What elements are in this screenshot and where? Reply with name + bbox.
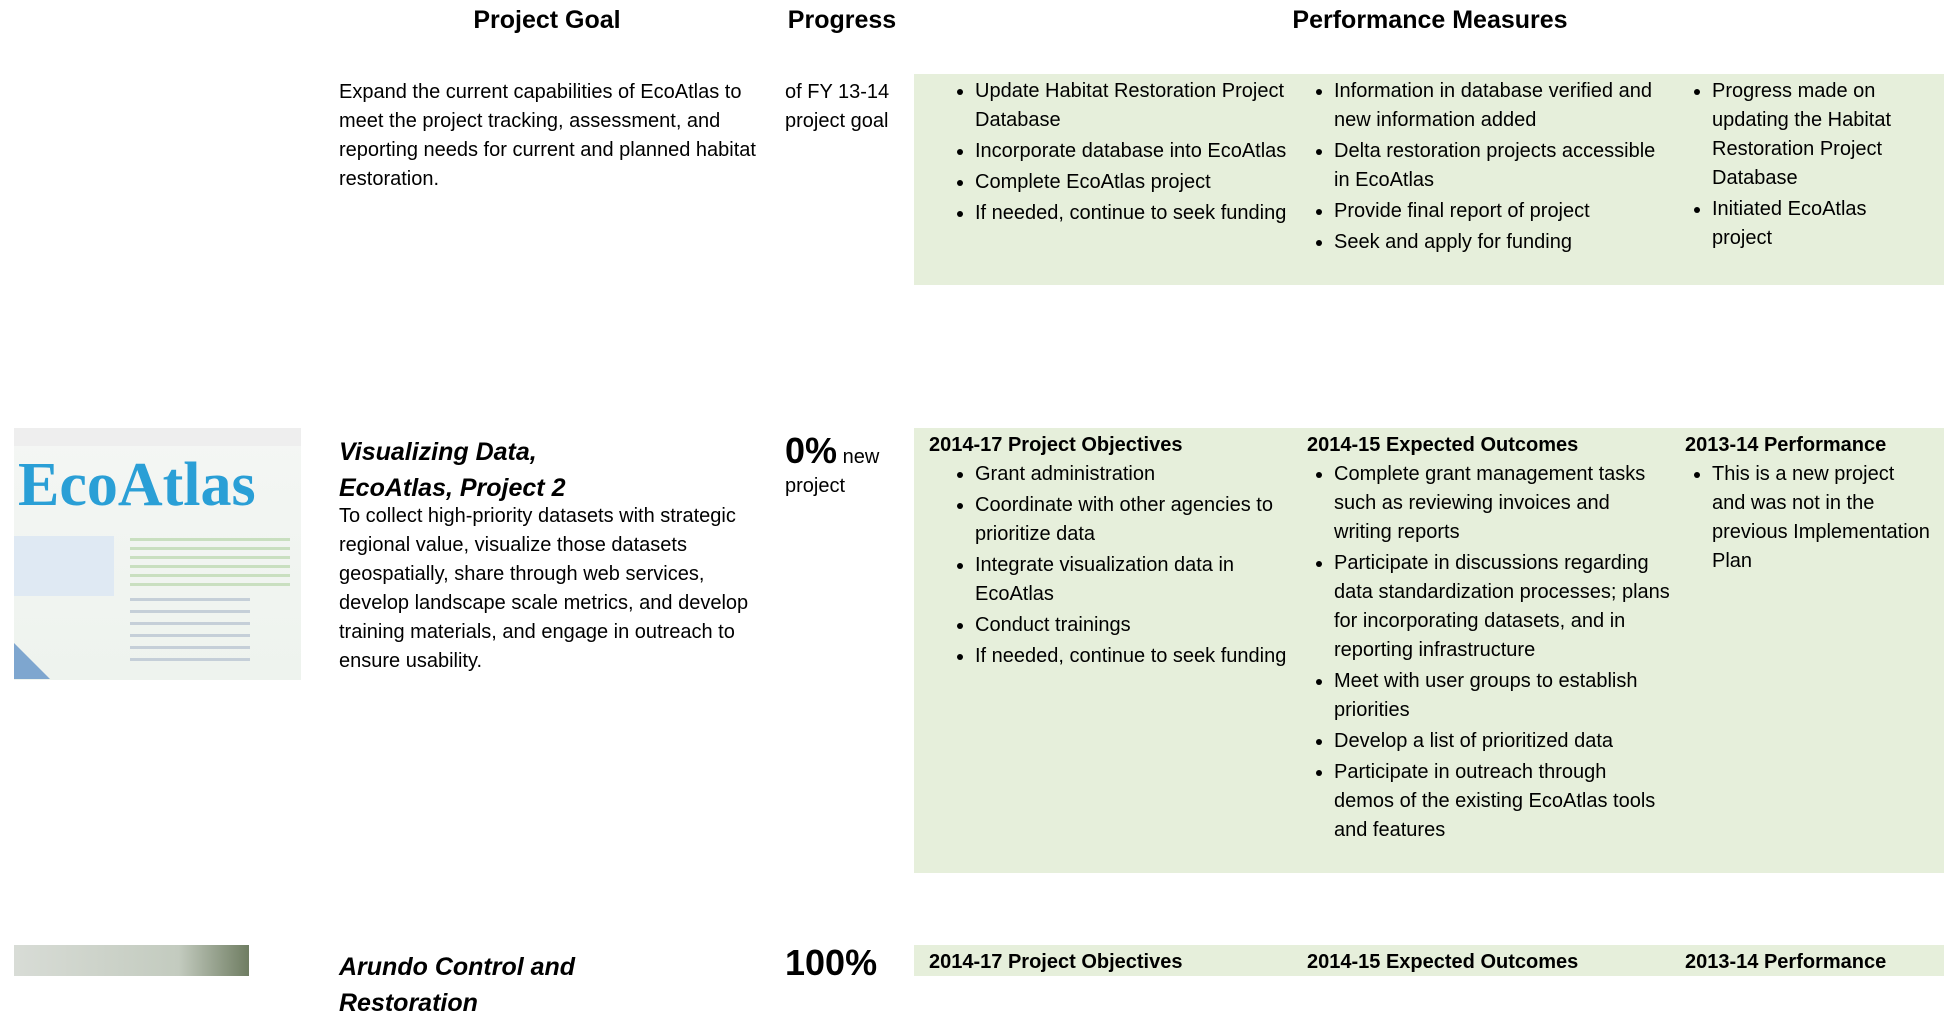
measure-item: Grant administration: [975, 460, 1292, 489]
measure-item: Update Habitat Restoration Project Datab…: [975, 77, 1292, 135]
progress-value: 0%: [785, 430, 838, 471]
measures-box: [914, 74, 1944, 285]
project-title: Visualizing Data, EcoAtlas, Project 2: [339, 438, 566, 502]
project-description: Expand the current capabilities of EcoAt…: [339, 81, 756, 190]
measure-list: This is a new project and was not in the…: [1685, 460, 1932, 576]
measure-list: Update Habitat Restoration Project Datab…: [929, 77, 1292, 228]
page: {"header": {"goal": "Project Goal", "pro…: [0, 0, 1944, 976]
measures-box: [914, 945, 1944, 976]
image-map: [14, 536, 114, 596]
measure-column: 2014-17 Project Objectives: [929, 948, 1292, 977]
measure-item: Integrate visualization data in EcoAtlas: [975, 551, 1292, 609]
measure-item: Complete grant management tasks such as …: [1334, 460, 1670, 547]
measure-column: 2013-14 Performance: [1685, 948, 1932, 977]
measure-list: Progress made on updating the Habitat Re…: [1685, 77, 1932, 253]
image-logo: EcoAtlas: [18, 451, 256, 519]
progress-note: new project: [785, 446, 880, 497]
measure-list: Grant administrationCoordinate with othe…: [929, 460, 1292, 671]
measure-item: If needed, continue to seek funding: [975, 642, 1292, 671]
column-heading: 2013-14 Performance: [1685, 434, 1887, 456]
measure-column: Information in database verified and new…: [1307, 77, 1670, 259]
measure-item: If needed, continue to seek funding: [975, 199, 1292, 228]
column-heading: 2014-17 Project Objectives: [929, 434, 1183, 456]
header-measures: Performance Measures: [1292, 6, 1568, 34]
measure-item: Develop a list of prioritized data: [1334, 727, 1670, 756]
project-description: To collect high-priority datasets with s…: [339, 505, 749, 672]
column-heading: 2014-15 Expected Outcomes: [1307, 951, 1579, 973]
measure-list: Information in database verified and new…: [1307, 77, 1670, 257]
column-heading: 2013-14 Performance: [1685, 951, 1887, 973]
measure-item: Participate in outreach through demos of…: [1334, 758, 1670, 845]
measure-item: Provide final report of project: [1334, 197, 1670, 226]
measure-item: Participate in discussions regarding dat…: [1334, 549, 1670, 665]
measure-item: Incorporate database into EcoAtlas: [975, 137, 1292, 166]
project-image: EcoAtlas: [14, 428, 301, 680]
measure-item: Meet with user groups to establish prior…: [1334, 667, 1670, 725]
project-title: Arundo Control and Restoration: [339, 953, 576, 1017]
progress-note: of FY 13-14 project goal: [785, 81, 890, 132]
measure-item: Progress made on updating the Habitat Re…: [1712, 77, 1932, 193]
header-progress: Progress: [787, 6, 897, 34]
measure-column: Update Habitat Restoration Project Datab…: [929, 77, 1292, 230]
measure-column: 2014-15 Expected Outcomes Complete grant …: [1307, 431, 1670, 847]
measure-column: 2013-14 Performance This is a new project…: [1685, 431, 1932, 578]
column-heading: 2014-17 Project Objectives: [929, 951, 1183, 973]
progress: of FY 13-14 project goal: [785, 78, 905, 136]
measure-column: Progress made on updating the Habitat Re…: [1685, 77, 1932, 255]
measure-item: Conduct trainings: [975, 611, 1292, 640]
measure-list: Complete grant management tasks such as …: [1307, 460, 1670, 845]
measure-item: Coordinate with other agencies to priori…: [975, 491, 1292, 549]
image-corner: [14, 643, 50, 679]
progress-value: 100%: [785, 942, 878, 983]
image-text: [130, 538, 290, 588]
measure-item: Initiated EcoAtlas project: [1712, 195, 1932, 253]
image-list: [130, 598, 250, 668]
measure-item: This is a new project and was not in the…: [1712, 460, 1932, 576]
measure-column: 2014-17 Project Objectives Grant administ…: [929, 431, 1292, 673]
measures-box: [914, 428, 1944, 873]
measure-item: Delta restoration projects accessible in…: [1334, 137, 1670, 195]
header-goal: Project Goal: [473, 6, 621, 34]
progress: 0% new project: [785, 433, 905, 501]
column-heading: 2014-15 Expected Outcomes: [1307, 434, 1579, 456]
measure-item: Seek and apply for funding: [1334, 228, 1670, 257]
measure-column: 2014-15 Expected Outcomes: [1307, 948, 1670, 977]
image-nav: [14, 428, 301, 446]
project-image: [14, 945, 249, 976]
measure-item: Complete EcoAtlas project: [975, 168, 1292, 197]
measure-item: Information in database verified and new…: [1334, 77, 1670, 135]
progress: 100%: [785, 945, 905, 984]
